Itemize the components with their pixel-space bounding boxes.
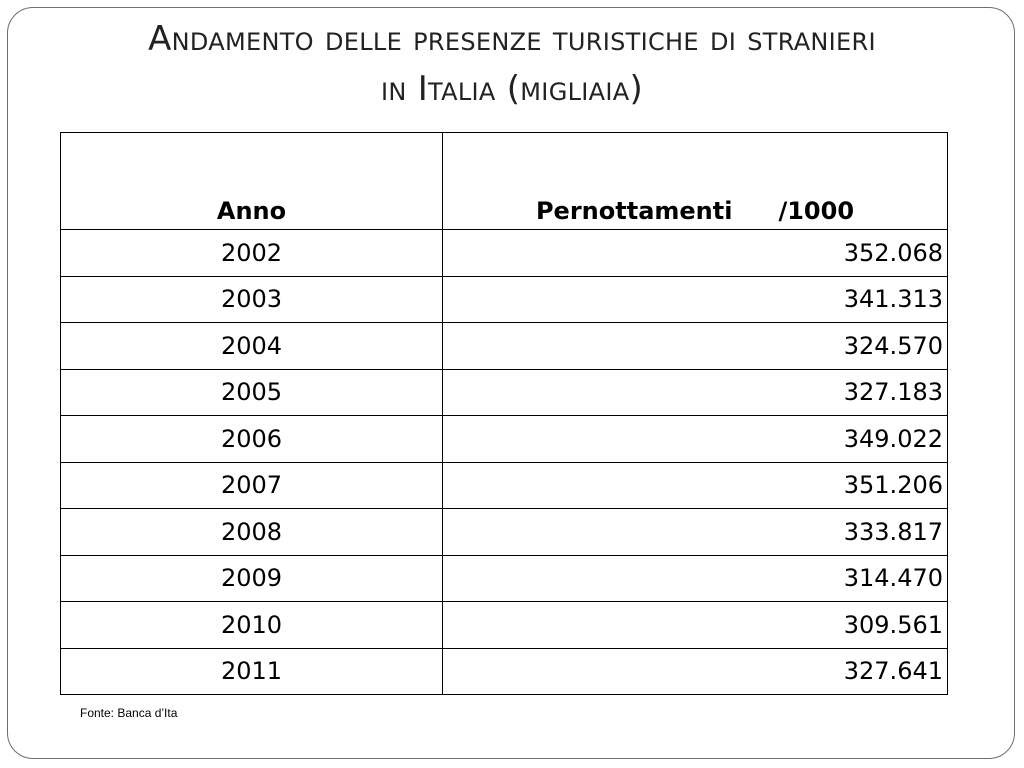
table-row: 2010 309.561 (60, 601, 948, 649)
cell-value: 341.313 (442, 275, 948, 323)
source-note: Fonte: Banca d’Ita (80, 706, 178, 720)
cell-value: 327.641 (442, 647, 948, 695)
cell-value: 349.022 (442, 415, 948, 463)
table-row: 2011 327.641 (60, 647, 948, 695)
cell-year: 2005 (60, 368, 443, 416)
header-value-label: Pernottamenti (535, 197, 733, 225)
slide-title: Andamento delle presenze turistiche di s… (60, 14, 964, 114)
table-row: 2005 327.183 (60, 368, 948, 416)
table-row: 2007 351.206 (60, 461, 948, 509)
cell-value: 351.206 (442, 461, 948, 509)
cell-year: 2007 (60, 461, 443, 509)
header-value: Pernottamenti/1000 (442, 132, 948, 230)
cell-year: 2003 (60, 275, 443, 323)
table-row: 2003 341.313 (60, 275, 948, 323)
cell-year: 2009 (60, 554, 443, 602)
cell-year: 2011 (60, 647, 443, 695)
presence-table: Anno Pernottamenti/1000 2002 352.068 2003… (60, 132, 948, 695)
cell-year: 2002 (60, 229, 443, 277)
cell-value: 327.183 (442, 368, 948, 416)
table-row: 2006 349.022 (60, 415, 948, 463)
cell-value: 314.470 (442, 554, 948, 602)
table-row: 2002 352.068 (60, 229, 948, 277)
cell-value: 324.570 (442, 322, 948, 370)
cell-value: 333.817 (442, 508, 948, 556)
cell-value: 352.068 (442, 229, 948, 277)
cell-value: 309.561 (442, 601, 948, 649)
table-row: 2009 314.470 (60, 554, 948, 602)
header-value-unit: /1000 (778, 197, 855, 225)
cell-year: 2004 (60, 322, 443, 370)
cell-year: 2010 (60, 601, 443, 649)
title-line-2: in Italia (migliaia) (380, 69, 644, 109)
table-header-row: Anno Pernottamenti/1000 (60, 132, 948, 230)
table-body: 2002 352.068 2003 341.313 2004 324.570 2005… (60, 229, 948, 695)
slide-frame (7, 7, 1015, 759)
cell-year: 2006 (60, 415, 443, 463)
table-row: 2008 333.817 (60, 508, 948, 556)
table-row: 2004 324.570 (60, 322, 948, 370)
title-line-1: Andamento delle presenze turistiche di s… (148, 19, 876, 59)
cell-year: 2008 (60, 508, 443, 556)
header-year: Anno (60, 132, 443, 230)
